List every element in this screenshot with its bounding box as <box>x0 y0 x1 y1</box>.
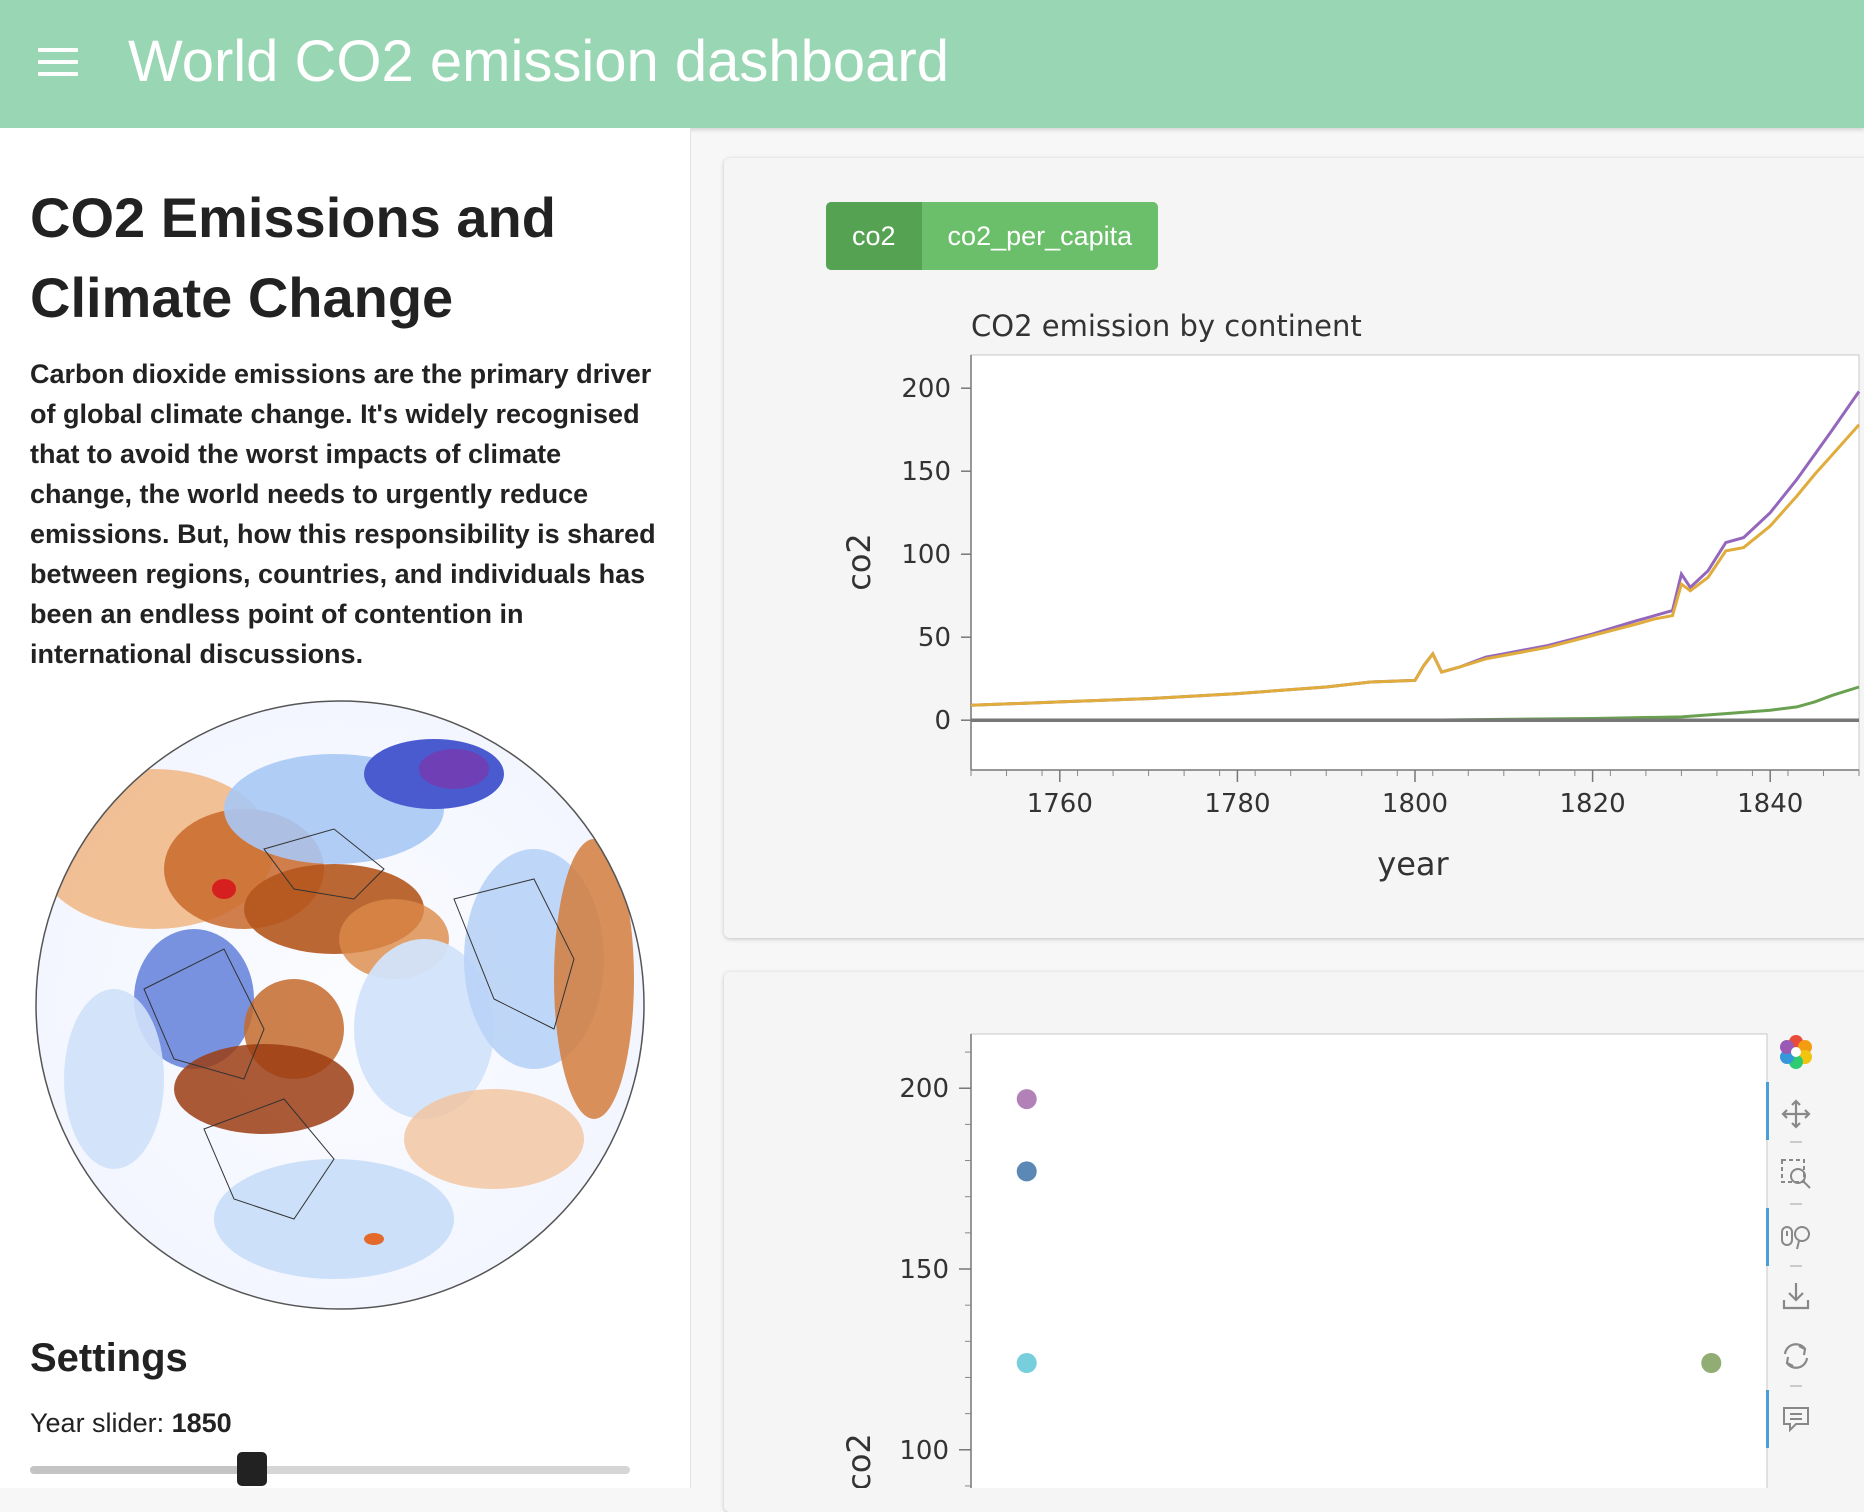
chart-card-line <box>724 158 1864 938</box>
wheel-zoom-active-indicator <box>1766 1208 1769 1266</box>
metric-tabs: co2 co2_per_capita <box>826 202 1159 270</box>
box-zoom-icon[interactable] <box>1781 1159 1811 1189</box>
sidebar-title: CO2 Emissions and Climate Change <box>30 186 556 329</box>
hover-active-indicator <box>1766 1390 1769 1448</box>
wheel-zoom-icon[interactable] <box>1781 1226 1810 1250</box>
settings-title: Settings <box>30 1336 188 1380</box>
year-slider-handle[interactable] <box>237 1452 268 1486</box>
sidebar-description: Carbon dioxide emissions are the primary… <box>30 359 656 669</box>
sidebar: CO2 Emissions and Climate Change Carbon … <box>0 128 691 1488</box>
year-slider-label-text: Year slider: <box>30 1408 165 1438</box>
year-slider-value: 1850 <box>171 1408 232 1438</box>
chart-card-scatter <box>724 972 1864 1512</box>
globe-temperature-anomaly-image <box>35 700 645 1310</box>
hover-icon[interactable] <box>1783 1407 1809 1433</box>
reset-icon[interactable] <box>1783 1343 1809 1369</box>
year-slider-track[interactable] <box>30 1466 630 1474</box>
tab-co2-per-capita[interactable]: co2_per_capita <box>921 202 1159 270</box>
year-slider-fill <box>30 1466 253 1474</box>
app-title: World CO2 emission dashboard <box>128 29 949 94</box>
pan-icon[interactable] <box>1781 1099 1811 1129</box>
year-slider-label: Year slider: 1850 <box>30 1408 232 1439</box>
save-icon[interactable] <box>1782 1283 1810 1310</box>
hamburger-menu-icon[interactable] <box>38 48 82 80</box>
tab-co2[interactable]: co2 <box>826 202 922 270</box>
bokeh-logo-icon[interactable] <box>1780 1035 1812 1069</box>
plot-toolbar <box>1766 1030 1826 1450</box>
pan-active-indicator <box>1766 1082 1769 1140</box>
app-header: World CO2 emission dashboard <box>0 0 1864 128</box>
